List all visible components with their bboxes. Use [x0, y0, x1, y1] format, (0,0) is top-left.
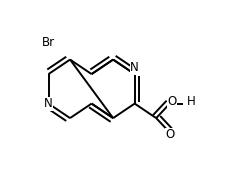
- Text: H: H: [187, 95, 196, 108]
- Text: Br: Br: [42, 36, 55, 49]
- Text: O: O: [168, 95, 177, 108]
- Text: O: O: [165, 128, 174, 141]
- Text: N: N: [130, 61, 139, 74]
- Text: N: N: [44, 97, 53, 110]
